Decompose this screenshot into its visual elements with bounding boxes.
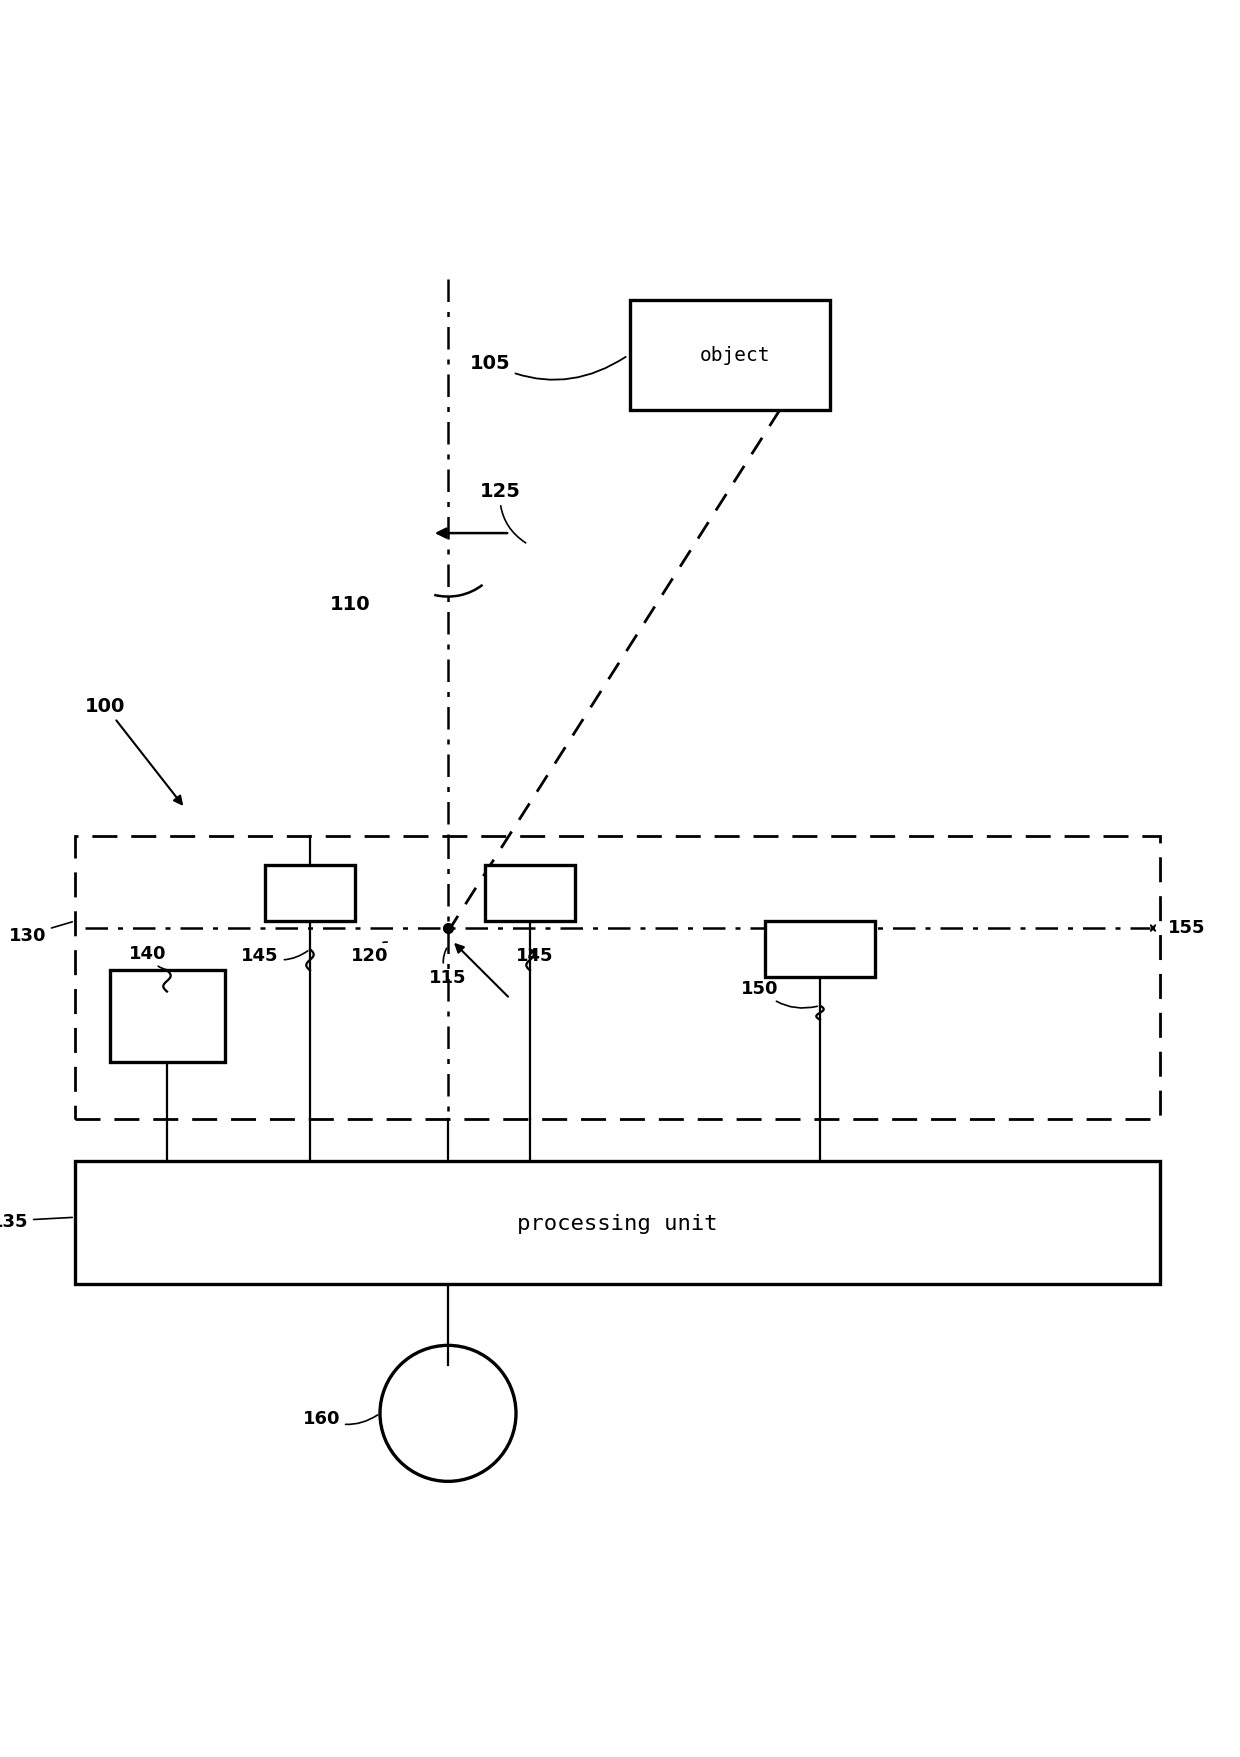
- Text: 120: 120: [351, 942, 389, 965]
- Bar: [265, 864, 355, 921]
- Text: 135: 135: [0, 1212, 72, 1230]
- Text: 145: 145: [242, 947, 308, 965]
- Text: processing unit: processing unit: [517, 1212, 718, 1233]
- Text: 140: 140: [129, 944, 167, 970]
- Bar: [485, 864, 575, 921]
- Text: 115: 115: [429, 949, 466, 987]
- Text: 110: 110: [330, 596, 371, 613]
- Text: 100: 100: [84, 698, 182, 805]
- Bar: [630, 300, 830, 411]
- Text: 150: 150: [742, 979, 817, 1009]
- Bar: [765, 921, 875, 979]
- Text: 130: 130: [9, 922, 72, 945]
- Text: 155: 155: [1168, 919, 1205, 936]
- Text: object: object: [699, 346, 770, 365]
- Bar: [74, 836, 1159, 1119]
- Text: 105: 105: [470, 353, 626, 381]
- Text: 125: 125: [480, 481, 526, 543]
- Bar: [74, 1161, 1159, 1284]
- Bar: [110, 972, 224, 1063]
- Text: 160: 160: [303, 1409, 378, 1427]
- Text: 145: 145: [516, 947, 554, 965]
